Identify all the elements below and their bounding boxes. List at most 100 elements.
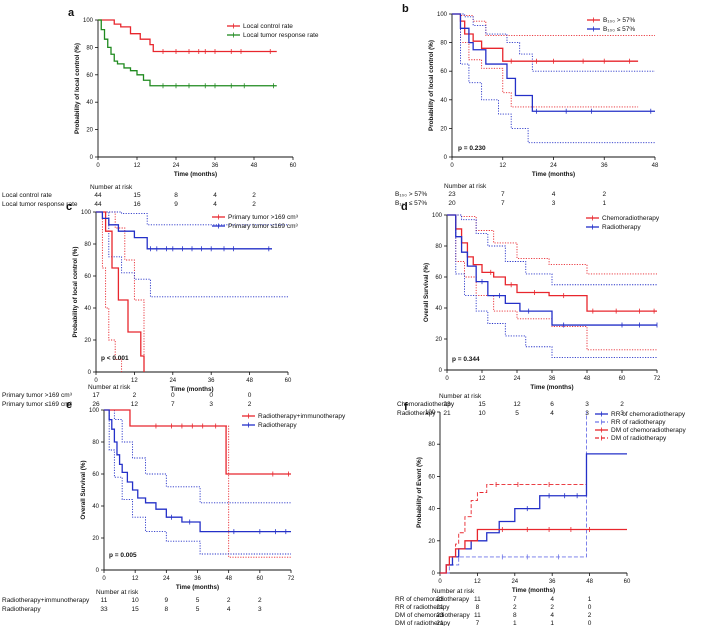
y-axis-label: Probability of local control (%)	[428, 40, 435, 131]
series-line--169-lower-ci	[96, 211, 288, 298]
y-tick-label: 0	[444, 155, 448, 161]
risk-value: 5	[196, 606, 200, 613]
x-tick-label: 12	[131, 378, 138, 384]
x-tick-label: 24	[173, 163, 180, 169]
risk-value: 3	[552, 200, 556, 207]
y-tick-label: 0	[90, 155, 94, 161]
y-tick-label: 60	[435, 275, 442, 281]
y-tick-label: 40	[435, 306, 442, 312]
x-tick-label: 48	[586, 579, 593, 585]
risk-value: 1	[513, 620, 517, 626]
series-line-b-57-lower-ci	[452, 13, 655, 144]
x-tick-label: 0	[438, 579, 442, 585]
x-tick-label: 24	[163, 576, 170, 582]
risk-value: 9	[174, 201, 178, 208]
series-line-primary-tumor-169-cm-	[96, 211, 272, 250]
x-tick-label: 48	[246, 378, 253, 384]
risk-value: 9	[165, 597, 169, 604]
y-tick-label: 60	[428, 474, 435, 480]
risk-value: 3	[620, 410, 624, 417]
legend-label: RR of chemoradiotherapy	[611, 411, 686, 418]
y-tick-label: 100	[81, 210, 92, 216]
risk-value: 12	[513, 401, 521, 408]
risk-value: 1	[550, 620, 554, 626]
panel-label: a	[68, 7, 75, 19]
y-tick-label: 80	[428, 442, 435, 448]
x-tick-label: 48	[251, 163, 258, 169]
legend-label: Primary tumor ≤169 cm³	[228, 223, 298, 230]
risk-table-header: Number at risk	[439, 393, 482, 400]
risk-value: 4	[227, 606, 231, 613]
x-tick-label: 48	[584, 376, 591, 382]
risk-value: 1	[588, 596, 592, 603]
y-tick-label: 20	[428, 539, 435, 545]
panel-label: d	[401, 201, 408, 213]
y-tick-label: 40	[428, 507, 435, 513]
risk-value: 2	[133, 392, 137, 399]
risk-value: 2	[550, 604, 554, 611]
y-axis-label: Probability of Event (%)	[416, 457, 423, 528]
risk-value: 23	[443, 401, 451, 408]
series-line-chemo-upper-ci	[447, 214, 657, 275]
y-tick-label: 60	[440, 69, 447, 75]
x-tick-label: 60	[619, 376, 626, 382]
risk-value: 44	[94, 201, 102, 208]
y-tick-label: 40	[84, 306, 91, 312]
risk-value: 23	[448, 191, 456, 198]
risk-row-label: Primary tumor ≤169 cm³	[2, 401, 72, 408]
legend-label: Radiotherapy	[602, 224, 641, 231]
risk-value: 6	[550, 401, 554, 408]
legend-label: DM of radiotherapy	[611, 435, 667, 442]
x-tick-label: 0	[94, 378, 98, 384]
risk-value: 2	[227, 597, 231, 604]
x-axis-label: Time (months)	[512, 587, 555, 594]
panel-label: e	[66, 399, 72, 411]
x-tick-label: 24	[169, 378, 176, 384]
y-tick-label: 20	[86, 128, 93, 134]
risk-row-label: Chemoradiotherapy	[397, 401, 455, 408]
y-tick-label: 0	[96, 568, 100, 574]
risk-value: 4	[552, 191, 556, 198]
x-tick-label: 72	[288, 576, 295, 582]
legend-label: Local control rate	[243, 23, 293, 30]
panel-label: b	[402, 3, 409, 15]
risk-value: 26	[92, 401, 100, 408]
risk-row-label: B₁₀₀ ≤ 57%	[395, 200, 427, 207]
series-line-local-control-rate	[98, 19, 277, 53]
risk-value: 11	[101, 597, 108, 604]
risk-value: 2	[252, 192, 256, 199]
x-tick-label: 24	[514, 376, 521, 382]
risk-value: 20	[448, 200, 456, 207]
risk-row-label: RR of chemoradiotherapy	[395, 596, 470, 603]
x-axis-label: Time (months)	[176, 584, 219, 591]
x-axis-label: Time (months)	[530, 384, 573, 391]
series-line-radio-upper-ci	[104, 409, 291, 504]
risk-value: 8	[513, 612, 517, 619]
risk-value: 4	[213, 201, 217, 208]
series-line--169-upper-ci	[96, 211, 145, 356]
x-tick-label: 0	[96, 163, 100, 169]
y-tick-label: 100	[425, 410, 436, 416]
legend-label: Radiotherapy	[258, 422, 297, 429]
y-tick-label: 20	[84, 338, 91, 344]
y-tick-label: 60	[84, 274, 91, 280]
risk-value: 0	[248, 392, 252, 399]
x-tick-label: 24	[511, 579, 518, 585]
x-tick-label: 0	[102, 576, 106, 582]
risk-value: 2	[602, 191, 606, 198]
p-value: p < 0.001	[101, 355, 129, 362]
risk-value: 15	[132, 606, 140, 613]
series-line-local-tumor-response-rate	[98, 19, 277, 87]
x-tick-label: 0	[450, 163, 454, 169]
panel-label: f	[404, 401, 408, 413]
y-tick-label: 80	[435, 244, 442, 250]
y-tick-label: 20	[435, 337, 442, 343]
y-axis-label: Overall Survival (%)	[423, 263, 430, 322]
y-tick-label: 100	[437, 12, 448, 18]
y-tick-label: 40	[440, 98, 447, 104]
x-tick-label: 72	[654, 376, 661, 382]
series-line-radiotherapy-immunotherapy	[104, 409, 291, 475]
x-axis-label: Time (months)	[532, 171, 575, 178]
